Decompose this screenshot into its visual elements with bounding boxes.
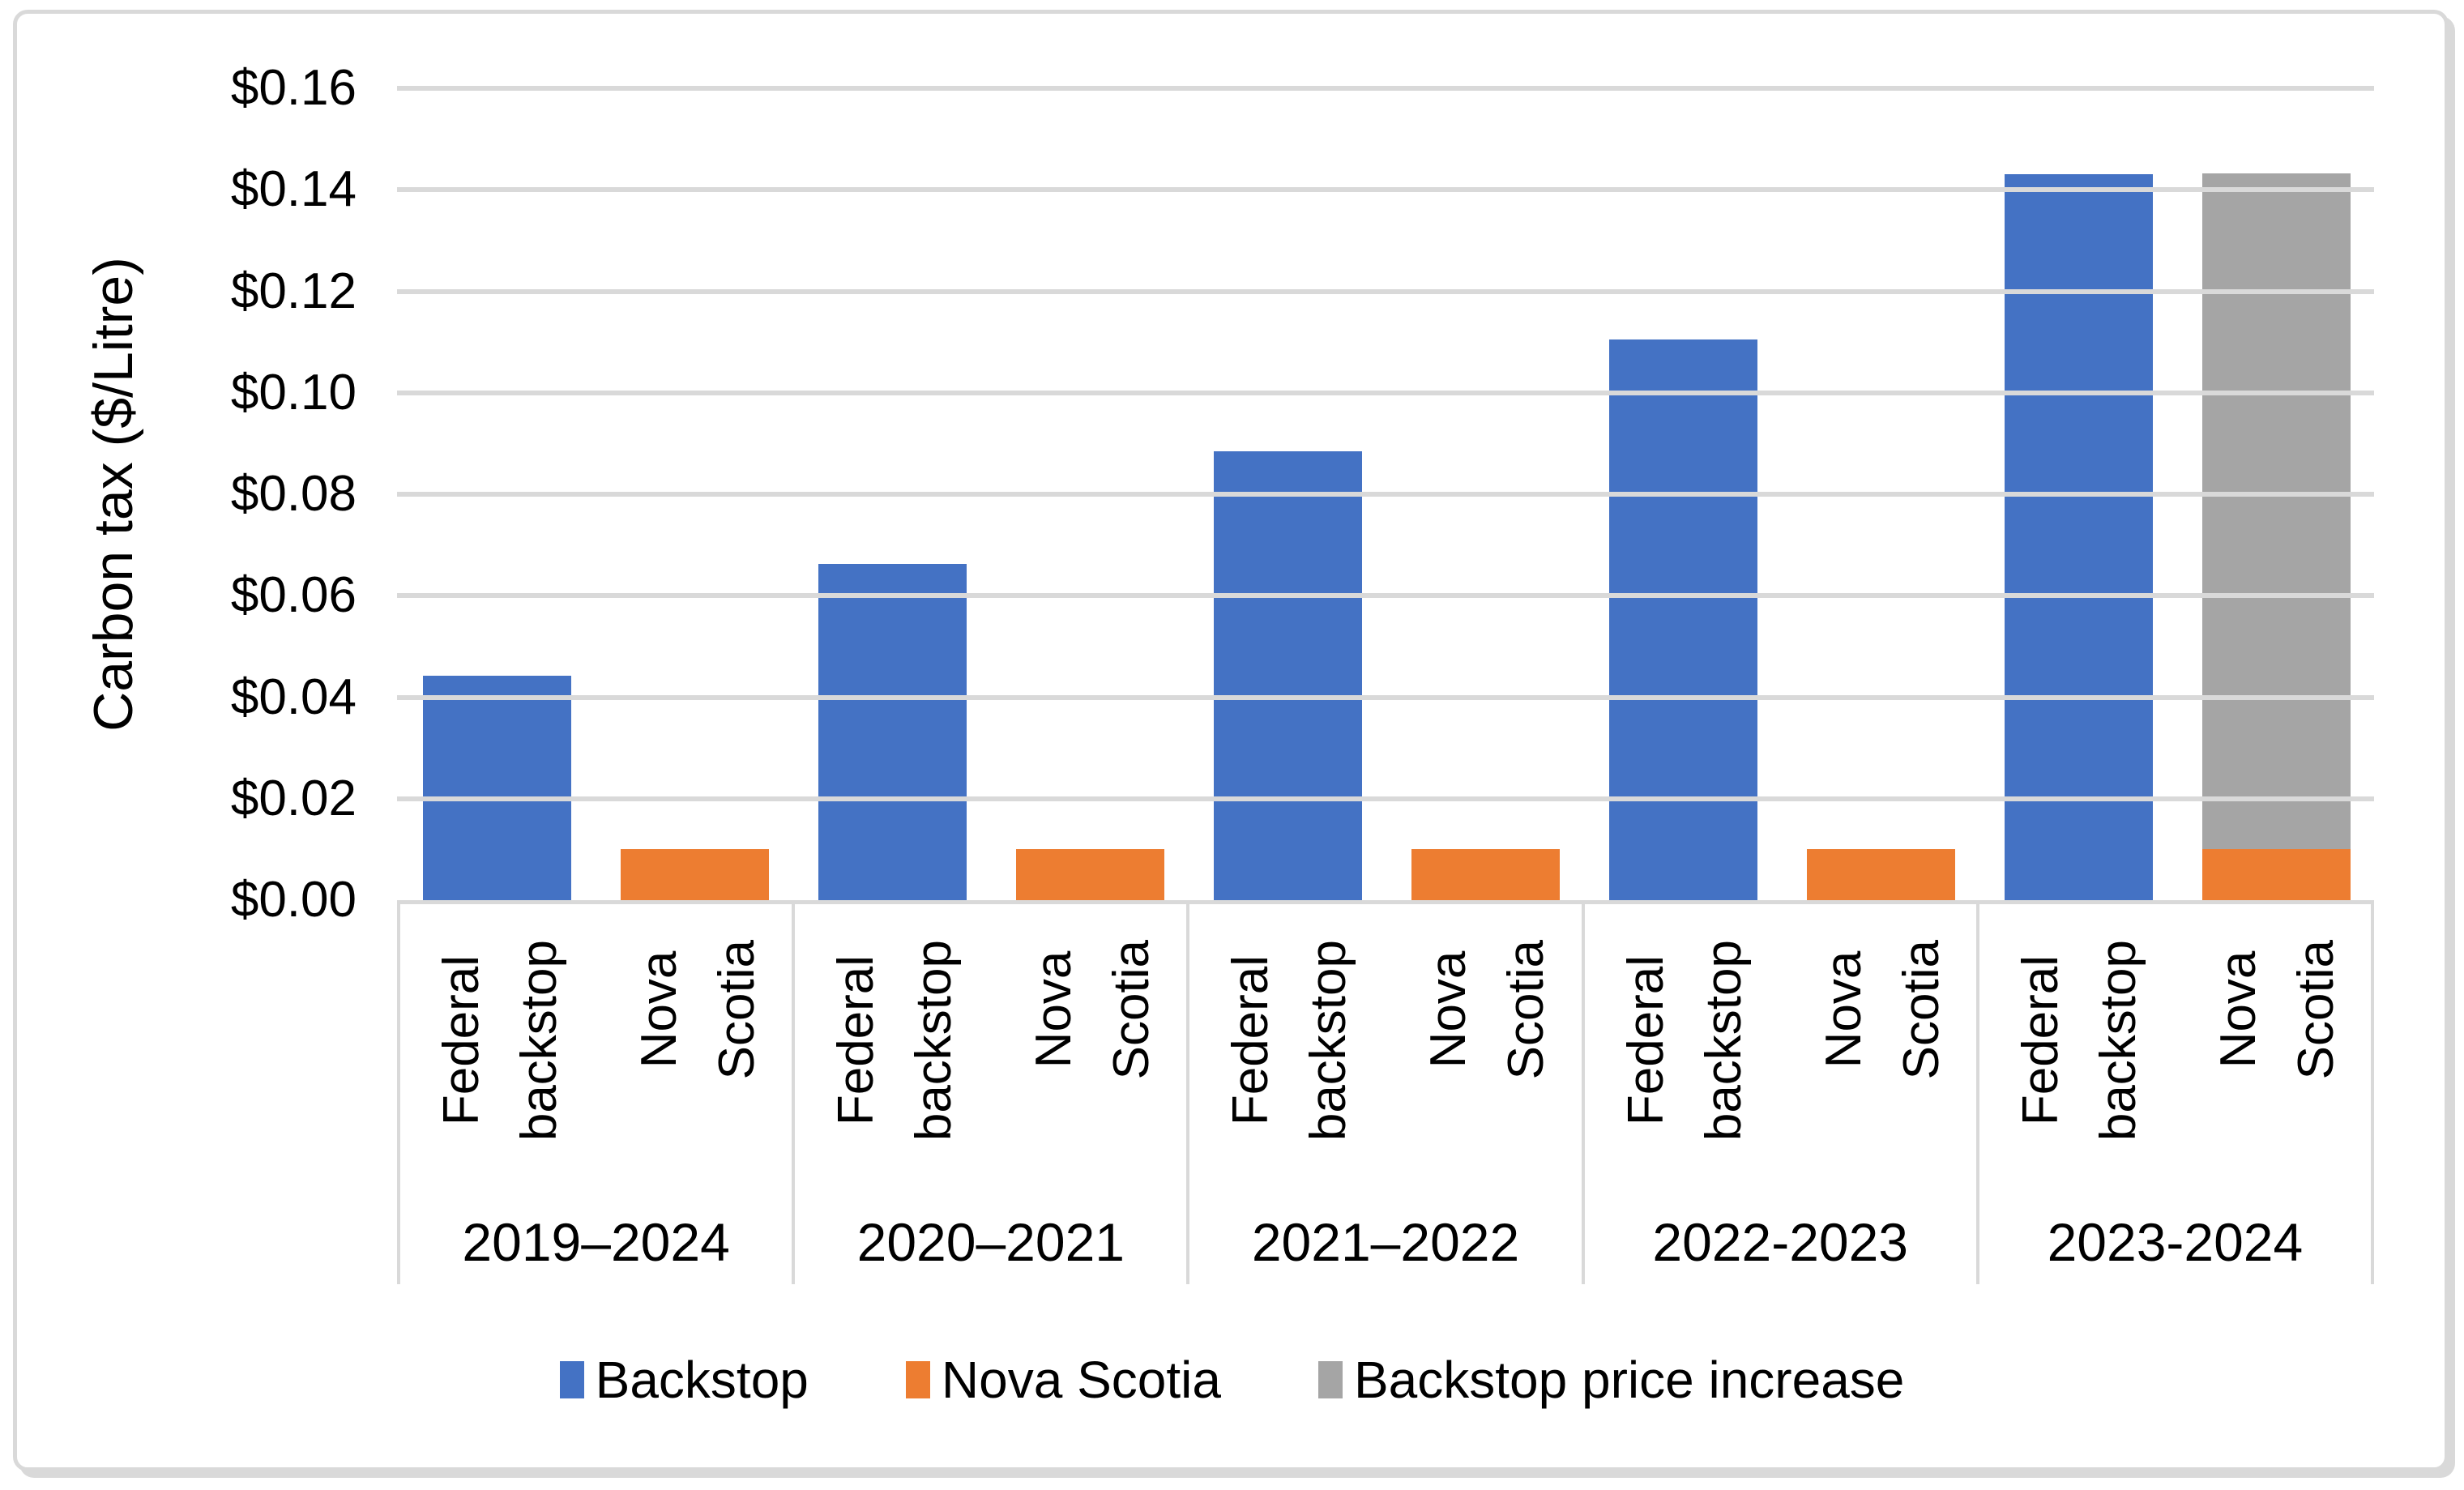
legend-label: Nova Scotia: [941, 1351, 1221, 1409]
category-label-line: Federal: [828, 954, 885, 1126]
bar-segment-backstop-price-increase: [2202, 173, 2351, 849]
bar-segment-backstop: [1609, 339, 1757, 900]
category-label-line: backstop: [2090, 940, 2146, 1142]
group-year-label: 2020–2021: [856, 1212, 1125, 1272]
category-label-line: Scotia: [1893, 940, 1949, 1080]
bar-segment-backstop: [2005, 174, 2153, 900]
y-tick-label: $0.08: [230, 466, 357, 522]
gridline: [397, 86, 2374, 91]
legend-item-backstop-price-increase: Backstop price increase: [1317, 1350, 1905, 1410]
legend-label: Backstop: [595, 1351, 809, 1409]
group-year-label: 2023-2024: [2047, 1212, 2304, 1272]
category-label-nova-scotia: Nova Scotia: [1805, 940, 1961, 1079]
category-group-2023-2024: Federal backstop Nova Scotia 2023-2024: [1975, 904, 2375, 1284]
bar-segment-backstop: [1214, 451, 1362, 900]
bar-segment-nova-scotia: [1411, 849, 1560, 900]
category-label-federal-backstop: Federal backstop: [1212, 940, 1368, 1141]
gridline: [397, 187, 2374, 193]
category-label-federal-backstop: Federal backstop: [423, 940, 579, 1141]
legend: Backstop Nova Scotia Backstop price incr…: [0, 1350, 2464, 1410]
category-group-2019-2024: Federal backstop Nova Scotia 2019–2024: [397, 904, 792, 1284]
gridline: [397, 796, 2374, 801]
gridline: [397, 694, 2374, 700]
category-label-line: backstop: [511, 940, 567, 1142]
y-tick-label: $0.06: [230, 567, 357, 624]
category-label-line: Federal: [1617, 954, 1674, 1126]
category-group-2022-2023: Federal backstop Nova Scotia 2022-2023: [1581, 904, 1976, 1284]
category-label-line: Nova: [1815, 950, 1872, 1069]
y-tick-label: $0.02: [230, 770, 357, 826]
category-label-line: Scotia: [1104, 940, 1160, 1080]
plot-area: [397, 86, 2374, 904]
category-label-line: Nova: [631, 950, 687, 1069]
category-group-2021-2022: Federal backstop Nova Scotia 2021–2022: [1186, 904, 1581, 1284]
gridline: [397, 390, 2374, 395]
y-tick-label: $0.16: [230, 60, 357, 116]
bar-segment-backstop: [423, 676, 571, 900]
gridline: [397, 492, 2374, 497]
legend-swatch-nova-scotia-icon: [905, 1361, 930, 1398]
group-year-label: 2022-2023: [1652, 1212, 1909, 1272]
bar-nova-scotia-2021-2022: [1411, 849, 1560, 900]
y-tick-label: $0.12: [230, 263, 357, 319]
category-label-federal-backstop: Federal backstop: [2002, 940, 2158, 1141]
y-tick-label: $0.14: [230, 161, 357, 218]
bar-segment-nova-scotia: [1807, 849, 1955, 900]
bar-segment-nova-scotia: [2202, 849, 2351, 900]
group-year-label: 2019–2024: [462, 1212, 730, 1272]
category-label-line: backstop: [1695, 940, 1752, 1142]
bar-nova-scotia-2023-2024: [2202, 173, 2351, 900]
category-label-line: backstop: [1300, 940, 1357, 1142]
y-tick-label: $0.00: [230, 872, 357, 928]
category-label-line: Nova: [2210, 950, 2266, 1069]
bar-federal-backstop-2023-2024: [2005, 174, 2153, 900]
y-tick-label: $0.04: [230, 668, 357, 725]
y-tick-label: $0.10: [230, 364, 357, 421]
x-axis-label-area: Federal backstop Nova Scotia 2019–2024 F…: [397, 904, 2375, 1284]
category-label-line: Federal: [433, 954, 489, 1126]
category-label-nova-scotia: Nova Scotia: [1410, 940, 1565, 1079]
legend-label: Backstop price increase: [1353, 1351, 1905, 1409]
bar-federal-backstop-2020-2021: [818, 564, 967, 900]
bar-federal-backstop-2019-2024: [423, 676, 571, 900]
bar-nova-scotia-2020-2021: [1016, 849, 1164, 900]
category-label-line: backstop: [906, 940, 963, 1142]
bar-nova-scotia-2019-2024: [621, 849, 769, 900]
category-label-nova-scotia: Nova Scotia: [621, 940, 776, 1079]
group-year-label: 2021–2022: [1251, 1212, 1520, 1272]
category-label-line: Nova: [1026, 950, 1083, 1069]
category-label-line: Federal: [2012, 954, 2069, 1126]
bar-federal-backstop-2022-2023: [1609, 339, 1757, 900]
category-group-2020-2021: Federal backstop Nova Scotia 2020–2021: [792, 904, 1186, 1284]
legend-swatch-backstop-icon: [559, 1361, 584, 1398]
category-label-line: Scotia: [709, 940, 765, 1080]
category-label-federal-backstop: Federal backstop: [818, 940, 973, 1141]
category-label-nova-scotia: Nova Scotia: [2200, 940, 2355, 1079]
legend-swatch-backstop-price-increase-icon: [1317, 1361, 1343, 1398]
category-label-line: Federal: [1223, 954, 1279, 1126]
bar-segment-backstop: [818, 564, 967, 900]
category-label-federal-backstop: Federal backstop: [1608, 940, 1763, 1141]
category-label-line: Scotia: [2287, 940, 2344, 1080]
category-label-line: Nova: [1420, 950, 1477, 1069]
gridline: [397, 288, 2374, 294]
bar-nova-scotia-2022-2023: [1807, 849, 1955, 900]
legend-item-nova-scotia: Nova Scotia: [905, 1350, 1221, 1410]
bar-federal-backstop-2021-2022: [1214, 451, 1362, 900]
legend-item-backstop: Backstop: [559, 1350, 809, 1410]
gridline: [397, 593, 2374, 599]
bar-segment-nova-scotia: [621, 849, 769, 900]
category-label-nova-scotia: Nova Scotia: [1015, 940, 1171, 1079]
category-label-line: Scotia: [1498, 940, 1555, 1080]
bar-segment-nova-scotia: [1016, 849, 1164, 900]
